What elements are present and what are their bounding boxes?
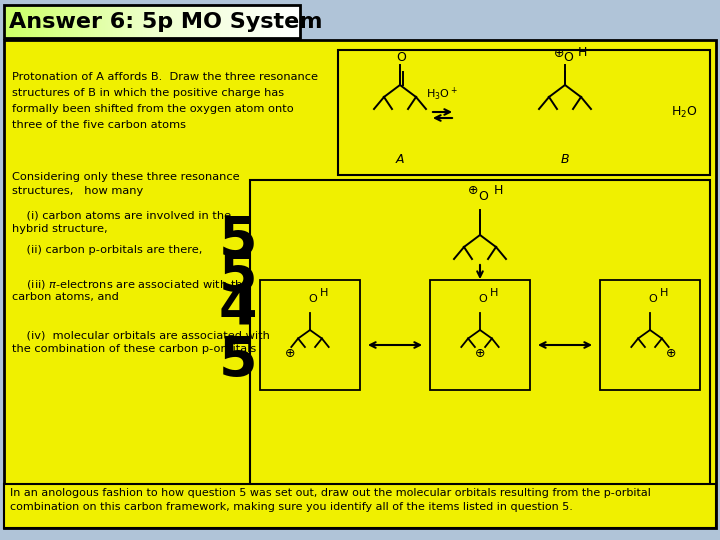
- Text: O: O: [478, 190, 488, 203]
- Text: (iii) $\pi$-electrons are associated with the: (iii) $\pi$-electrons are associated wit…: [12, 278, 251, 291]
- Text: O: O: [396, 51, 406, 64]
- Text: $\mathregular{H_3O^+}$: $\mathregular{H_3O^+}$: [426, 86, 458, 103]
- Text: Answer 6: 5p MO System: Answer 6: 5p MO System: [9, 12, 323, 32]
- Text: hybrid structure,: hybrid structure,: [12, 224, 107, 234]
- Bar: [260, 280, 360, 390]
- Text: B: B: [561, 153, 570, 166]
- Text: $\mathregular{H_2O}$: $\mathregular{H_2O}$: [672, 104, 698, 119]
- Text: (iv)  molecular orbitals are associated with: (iv) molecular orbitals are associated w…: [12, 330, 270, 340]
- Text: (i) carbon atoms are involved in the: (i) carbon atoms are involved in the: [12, 210, 231, 220]
- Bar: [250, 180, 710, 485]
- Text: $\oplus$: $\oplus$: [467, 184, 479, 197]
- Text: H: H: [660, 288, 669, 298]
- Bar: [4, 5, 300, 38]
- Text: O: O: [309, 294, 318, 305]
- Text: In an anologous fashion to how question 5 was set out, draw out the molecular or: In an anologous fashion to how question …: [10, 488, 651, 498]
- Text: three of the five carbon atoms: three of the five carbon atoms: [12, 120, 186, 130]
- Text: the combination of these carbon p-orbitals: the combination of these carbon p-orbita…: [12, 344, 256, 354]
- Text: combination on this carbon framework, making sure you identify all of the items : combination on this carbon framework, ma…: [10, 502, 573, 512]
- Bar: [338, 50, 710, 175]
- Text: Considering only these three resonance: Considering only these three resonance: [12, 172, 240, 182]
- Text: $\oplus$: $\oplus$: [474, 347, 486, 360]
- Bar: [4, 484, 716, 528]
- Text: 5: 5: [219, 334, 257, 388]
- Text: 4: 4: [219, 282, 257, 336]
- Text: (ii) carbon p-orbitals are there,: (ii) carbon p-orbitals are there,: [12, 245, 202, 255]
- Text: H: H: [578, 46, 588, 59]
- Bar: [4, 484, 716, 528]
- Text: 5: 5: [219, 249, 257, 303]
- Bar: [430, 280, 530, 390]
- Text: carbon atoms, and: carbon atoms, and: [12, 292, 119, 302]
- Text: $\oplus$: $\oplus$: [284, 347, 295, 360]
- Text: 5: 5: [219, 214, 257, 268]
- Text: H: H: [494, 184, 503, 197]
- Bar: [600, 280, 700, 390]
- Text: structures,   how many: structures, how many: [12, 186, 143, 196]
- Text: formally been shifted from the oxygen atom onto: formally been shifted from the oxygen at…: [12, 104, 294, 114]
- Text: structures of B in which the positive charge has: structures of B in which the positive ch…: [12, 88, 284, 98]
- Text: Protonation of A affords B.  Draw the three resonance: Protonation of A affords B. Draw the thr…: [12, 72, 318, 82]
- Text: $\oplus$: $\oplus$: [665, 347, 676, 360]
- Text: H: H: [320, 288, 328, 298]
- Text: O: O: [649, 294, 657, 305]
- Text: A: A: [396, 153, 404, 166]
- Text: H: H: [490, 288, 498, 298]
- Text: O: O: [479, 294, 487, 305]
- Text: $\oplus$: $\oplus$: [554, 47, 564, 60]
- Text: O: O: [563, 51, 573, 64]
